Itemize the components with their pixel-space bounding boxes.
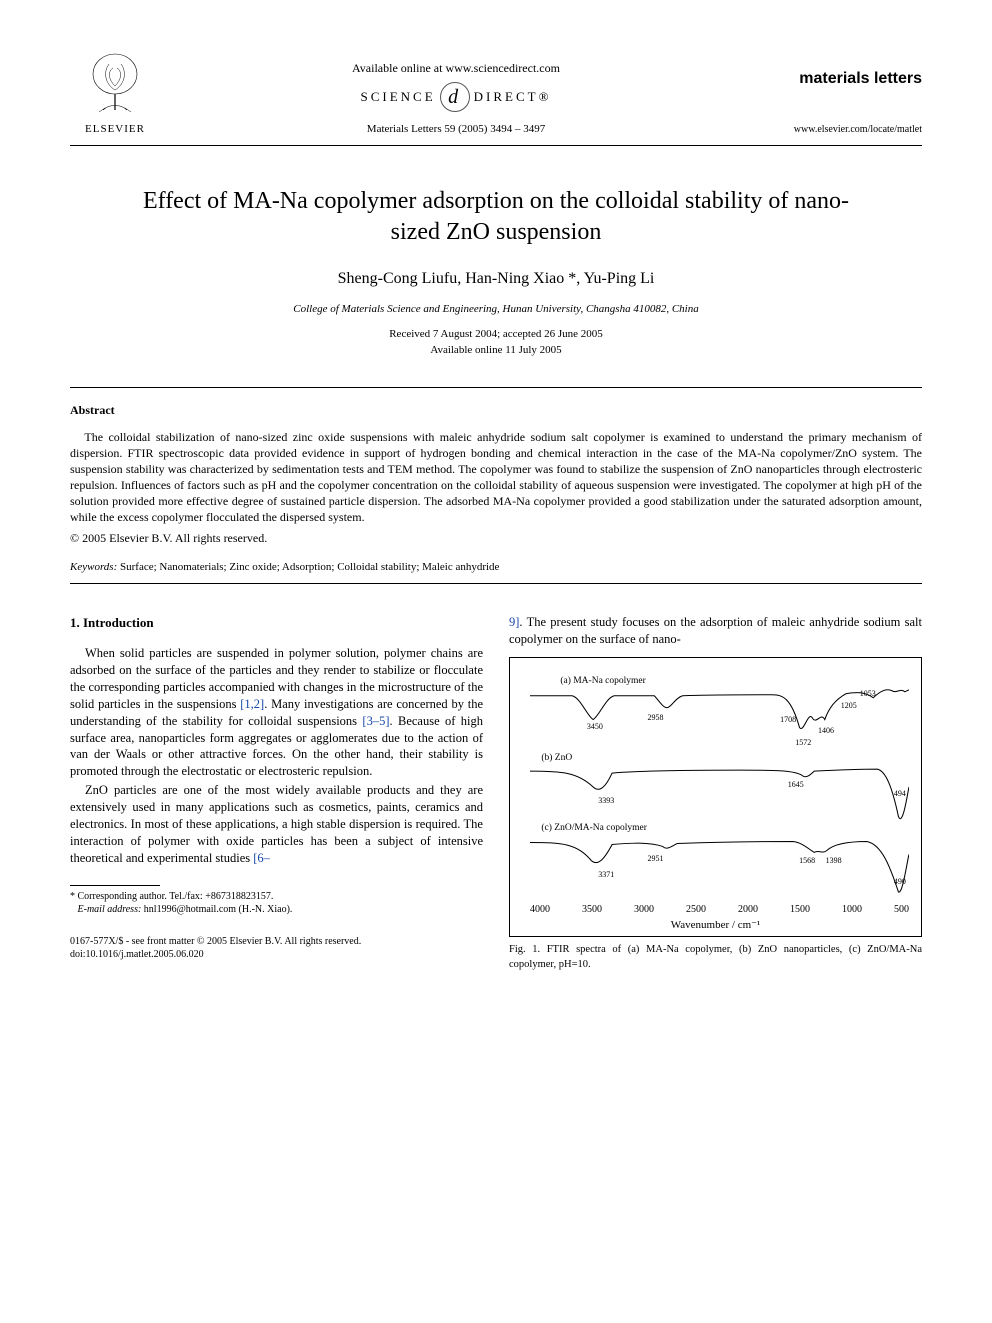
ftir-peak-label: 1205 [841,701,857,712]
journal-block: materials letters www.elsevier.com/locat… [752,68,922,137]
journal-header: ELSEVIER Available online at www.science… [70,50,922,146]
email-value: hnl1996@hotmail.com (H.-N. Xiao). [144,904,293,915]
figure-1-plot-area: 3450 2958 1708 1572 1406 12051053 3393 1645 494 3… [530,668,909,900]
cite-1-2[interactable]: [1,2] [240,697,264,711]
ftir-trace-label: (a) MA-Na copolymer [560,675,645,688]
ftir-peak-label: 490 [894,877,906,888]
sd-swirl-icon: d [440,82,470,112]
journal-url: www.elsevier.com/locate/matlet [752,123,922,137]
figure-1-xtick: 1000 [842,903,862,917]
citation-line: Materials Letters 59 (2005) 3494 – 3497 [367,122,545,137]
ftir-peak-label: 1406 [818,726,834,737]
ftir-peak-label: 1053 [860,689,876,700]
keywords-label: Keywords: [70,561,117,573]
figure-1: 3450 2958 1708 1572 1406 12051053 3393 1645 494 3… [509,657,922,937]
figure-1-xtick: 500 [894,903,909,917]
ftir-peak-label: 1645 [788,780,804,791]
p2a: ZnO particles are one of the most widely… [70,783,483,865]
keywords-list: Surface; Nanomaterials; Zinc oxide; Adso… [120,561,499,573]
keywords-line: Keywords: Surface; Nanomaterials; Zinc o… [70,560,922,575]
sd-right: DIRECT® [474,88,552,106]
body-columns: 1. Introduction When solid particles are… [70,614,922,972]
intro-para-2: ZnO particles are one of the most widely… [70,782,483,866]
cite-6-9b[interactable]: 9] [509,615,519,629]
corresponding-footnote: * Corresponding author. Tel./fax: +86731… [70,890,483,904]
ftir-peak-label: 3371 [598,870,614,881]
authors-line: Sheng-Cong Liufu, Han-Ning Xiao *, Yu-Pi… [70,268,922,290]
available-online-text: Available online at www.sciencedirect.co… [352,60,560,76]
email-footnote: E-mail address: hnl1996@hotmail.com (H.-… [70,903,483,917]
ftir-trace-label: (c) ZnO/MA-Na copolymer [541,822,647,835]
elsevier-tree-icon [85,50,145,120]
p3b: . The present study focuses on the adsor… [509,615,922,646]
sd-left: SCIENCE [361,88,436,106]
cite-3-5[interactable]: [3–5] [362,714,389,728]
email-label: E-mail address: [78,904,142,915]
article-title: Effect of MA-Na copolymer adsorption on … [120,186,872,248]
figure-1-xticks: 4000 3500 3000 2500 2000 1500 1000 500 [530,903,909,917]
figure-1-xtick: 2500 [686,903,706,917]
article-dates: Received 7 August 2004; accepted 26 June… [70,327,922,358]
online-line: Available online 11 July 2005 [70,343,922,358]
footer-line-2: doi:10.1016/j.matlet.2005.06.020 [70,948,483,962]
intro-para-1: When solid particles are suspended in po… [70,645,483,780]
ftir-trace-label: (b) ZnO [541,752,572,765]
ftir-peak-label: 2951 [647,854,663,865]
ftir-peak-label: 494 [894,789,906,800]
abstract-body: The colloidal stabilization of nano-size… [70,429,922,526]
figure-1-caption: Fig. 1. FTIR spectra of (a) MA-Na copoly… [509,943,922,971]
page-root: ELSEVIER Available online at www.science… [0,0,992,1012]
rule-bottom [70,583,922,584]
ftir-trace [530,770,909,820]
ftir-peak-label: 2958 [647,713,663,724]
intro-para-3: 9]. The present study focuses on the ads… [509,614,922,648]
ftir-peak-label: 1708 [780,715,796,726]
footer-line-1: 0167-577X/$ - see front matter © 2005 El… [70,935,483,949]
rule-top [70,387,922,388]
affiliation: College of Materials Science and Enginee… [70,302,922,317]
figure-1-xtick: 3500 [582,903,602,917]
abstract-copyright: © 2005 Elsevier B.V. All rights reserved… [70,530,922,546]
section-1-heading: 1. Introduction [70,614,483,632]
figure-1-xtick: 2000 [738,903,758,917]
figure-1-xtick: 1500 [790,903,810,917]
ftir-peak-label: 1572 [795,738,811,749]
ftir-trace [530,842,909,893]
left-column: 1. Introduction When solid particles are… [70,614,483,972]
header-center: Available online at www.sciencedirect.co… [160,60,752,137]
figure-1-xtick: 4000 [530,903,550,917]
publisher-block: ELSEVIER [70,50,160,137]
footer-block: 0167-577X/$ - see front matter © 2005 El… [70,935,483,962]
abstract-heading: Abstract [70,402,922,418]
ftir-peak-label: 1568 [799,856,815,867]
sciencedirect-logo: SCIENCE d DIRECT® [361,82,552,112]
received-line: Received 7 August 2004; accepted 26 June… [70,327,922,342]
figure-1-xtick: 3000 [634,903,654,917]
ftir-peak-label: 1398 [826,856,842,867]
footnote-rule [70,885,160,886]
journal-name: materials letters [752,68,922,90]
ftir-peak-label: 3393 [598,796,614,807]
ftir-peak-label: 3450 [587,722,603,733]
figure-1-xlabel: Wavenumber / cm⁻¹ [510,918,921,933]
cite-6-9a[interactable]: [6– [253,851,270,865]
right-column: 9]. The present study focuses on the ads… [509,614,922,972]
publisher-label: ELSEVIER [85,122,145,137]
